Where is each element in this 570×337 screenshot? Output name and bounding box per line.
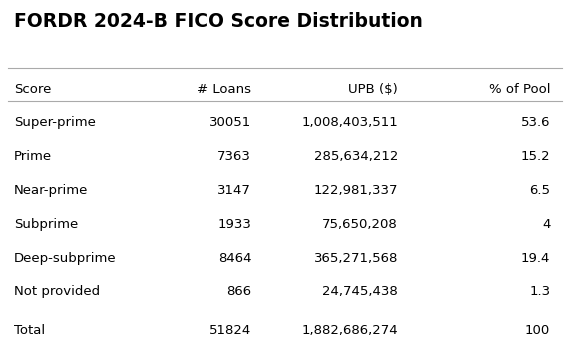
Text: UPB ($): UPB ($) [348, 83, 398, 96]
Text: Total: Total [14, 324, 45, 337]
Text: 122,981,337: 122,981,337 [314, 184, 398, 197]
Text: Super-prime: Super-prime [14, 116, 96, 129]
Text: Deep-subprime: Deep-subprime [14, 252, 117, 265]
Text: 3147: 3147 [217, 184, 251, 197]
Text: % of Pool: % of Pool [489, 83, 550, 96]
Text: 6.5: 6.5 [530, 184, 550, 197]
Text: 15.2: 15.2 [520, 150, 550, 163]
Text: # Loans: # Loans [197, 83, 251, 96]
Text: FORDR 2024-B FICO Score Distribution: FORDR 2024-B FICO Score Distribution [14, 12, 423, 31]
Text: 75,650,208: 75,650,208 [322, 218, 398, 231]
Text: Near-prime: Near-prime [14, 184, 88, 197]
Text: 1933: 1933 [217, 218, 251, 231]
Text: 866: 866 [226, 285, 251, 299]
Text: 7363: 7363 [217, 150, 251, 163]
Text: 285,634,212: 285,634,212 [314, 150, 398, 163]
Text: 51824: 51824 [209, 324, 251, 337]
Text: 53.6: 53.6 [521, 116, 550, 129]
Text: 1,008,403,511: 1,008,403,511 [301, 116, 398, 129]
Text: Not provided: Not provided [14, 285, 100, 299]
Text: 100: 100 [525, 324, 550, 337]
Text: Subprime: Subprime [14, 218, 78, 231]
Text: 4: 4 [542, 218, 550, 231]
Text: 24,745,438: 24,745,438 [322, 285, 398, 299]
Text: 30051: 30051 [209, 116, 251, 129]
Text: 365,271,568: 365,271,568 [314, 252, 398, 265]
Text: 8464: 8464 [218, 252, 251, 265]
Text: Score: Score [14, 83, 51, 96]
Text: 1.3: 1.3 [529, 285, 550, 299]
Text: 1,882,686,274: 1,882,686,274 [302, 324, 398, 337]
Text: Prime: Prime [14, 150, 52, 163]
Text: 19.4: 19.4 [521, 252, 550, 265]
